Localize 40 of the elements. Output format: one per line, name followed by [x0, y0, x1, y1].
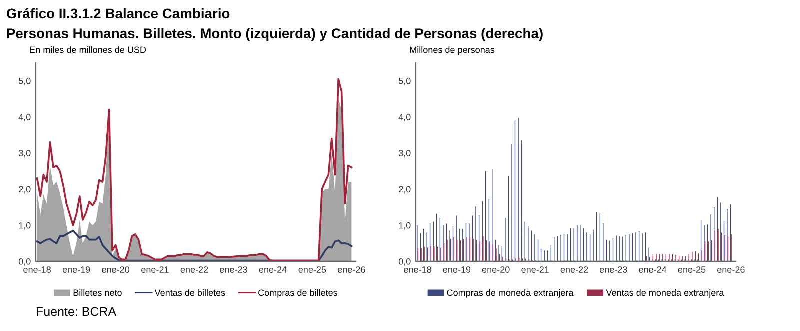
x-tick-label: ene-23 [600, 266, 628, 273]
x-tick-label: ene-18 [404, 266, 432, 273]
y-tick-label: 0,0 [398, 258, 411, 266]
y-axis-title: En miles de millones de USD [30, 46, 146, 54]
y-tick-label: 5,0 [398, 78, 411, 86]
y-tick-label: 4,0 [398, 114, 411, 122]
legend-label: Billetes neto [74, 289, 122, 296]
legend-label: Ventas de billetes [154, 289, 226, 296]
chart-title: Gráfico II.3.1.2 Balance Cambiario [6, 8, 230, 19]
legend-label: Compras de moneda extranjera [447, 289, 574, 298]
x-tick-label: ene-19 [62, 266, 90, 273]
y-tick-label: 2,0 [399, 186, 411, 194]
y-tick-label: 3,0 [18, 150, 31, 158]
x-tick-label: ene-23 [220, 266, 248, 273]
y-tick-label: 3,0 [398, 150, 411, 158]
legend-label: Ventas de moneda extranjera [606, 289, 724, 298]
x-tick-label: ene-25 [678, 266, 706, 273]
x-tick-label: ene-18 [24, 266, 51, 273]
x-tick-label: ene-24 [639, 266, 667, 273]
y-tick-label: 0,0 [18, 258, 31, 266]
x-tick-label: ene-19 [443, 266, 471, 273]
legend-label: Compras de billetes [258, 289, 338, 298]
y-axis-title: Millones de personas [410, 46, 495, 55]
x-tick-label: ene-20 [482, 266, 510, 273]
x-tick-label: ene-20 [102, 266, 130, 273]
source-note: Fuente: BCRA [37, 307, 117, 316]
x-tick-label: ene-21 [142, 266, 169, 273]
x-tick-label: ene-26 [718, 266, 745, 273]
x-tick-label: ene-22 [180, 266, 208, 273]
y-tick-label: 1,0 [19, 222, 31, 230]
x-tick-label: ene-26 [338, 266, 366, 273]
y-tick-label: 1,0 [399, 222, 411, 230]
y-tick-label: 2,0 [19, 186, 31, 194]
x-tick-label: ene-21 [522, 266, 549, 273]
x-tick-label: ene-24 [259, 266, 287, 273]
chart-subtitle: Personas Humanas. Billetes. Monto (izquierda) y Cantidad de Personas (derecha) [7, 28, 543, 42]
y-tick-label: 5,0 [18, 78, 31, 86]
y-tick-label: 4,0 [18, 114, 31, 122]
x-tick-label: ene-25 [298, 266, 326, 273]
x-tick-label: ene-22 [560, 266, 588, 273]
